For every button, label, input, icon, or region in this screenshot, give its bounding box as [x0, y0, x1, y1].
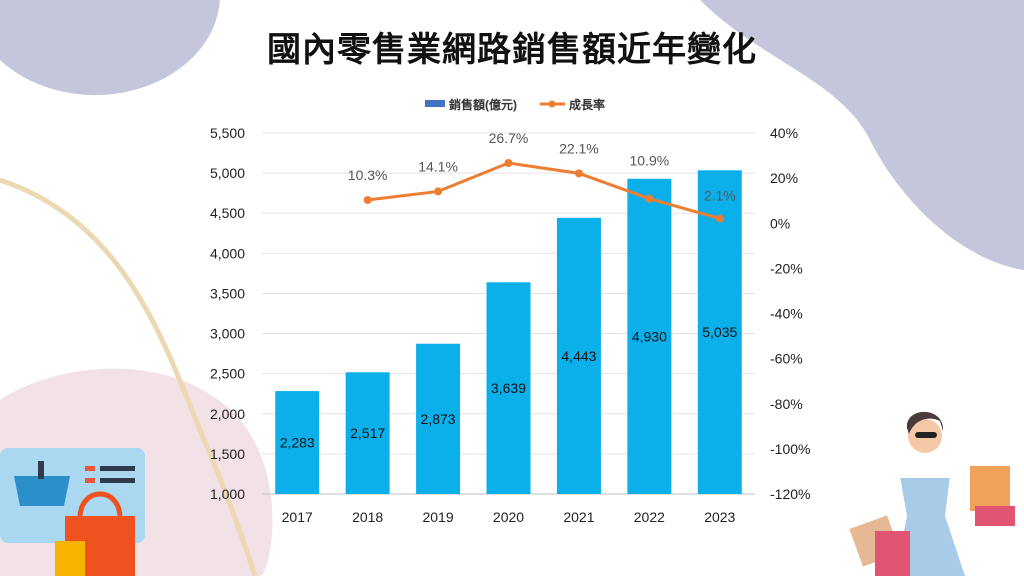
growth-label: 10.3% — [348, 167, 388, 183]
legend-bar-label: 銷售額(億元) — [449, 97, 517, 112]
growth-point — [715, 214, 724, 223]
bar — [486, 282, 531, 494]
left-axis-tick: 2,000 — [210, 406, 245, 422]
growth-point — [434, 187, 443, 196]
x-axis-tick: 2020 — [493, 509, 524, 525]
right-axis-tick: -20% — [770, 260, 803, 276]
right-axis-tick: 20% — [770, 170, 798, 186]
growth-point — [645, 194, 654, 203]
bar — [345, 372, 390, 494]
left-axis-tick: 3,000 — [210, 326, 245, 342]
bar — [275, 391, 320, 494]
right-axis-tick: -80% — [770, 396, 803, 412]
right-axis-tick: -100% — [770, 441, 810, 457]
right-axis-tick: 0% — [770, 215, 790, 231]
bar-label: 4,930 — [632, 328, 667, 344]
bar — [416, 343, 461, 494]
x-axis-tick: 2019 — [422, 509, 453, 525]
shopping-basket-illustration — [0, 448, 145, 576]
legend-line-marker — [548, 100, 556, 108]
left-axis-tick: 5,500 — [210, 125, 245, 141]
x-axis-tick: 2018 — [352, 509, 383, 525]
left-axis-tick: 2,500 — [210, 366, 245, 382]
bar — [627, 178, 672, 494]
growth-point — [504, 159, 513, 168]
bar-label: 2,283 — [280, 435, 315, 451]
bar — [556, 217, 601, 494]
legend-line-label: 成長率 — [569, 97, 605, 112]
left-axis-tick: 1,500 — [210, 446, 245, 462]
growth-label: 14.1% — [418, 158, 458, 174]
bar-label: 3,639 — [491, 380, 526, 396]
x-axis-tick: 2021 — [563, 509, 594, 525]
right-axis-tick: -40% — [770, 306, 803, 322]
bar-label: 4,443 — [561, 348, 596, 364]
chart-title: 國內零售業網路銷售額近年變化 — [267, 30, 757, 70]
growth-label: 22.1% — [559, 140, 599, 156]
growth-label: 10.9% — [630, 153, 670, 169]
growth-point — [363, 196, 372, 205]
bar-label: 2,517 — [350, 425, 385, 441]
x-axis-tick: 2023 — [704, 509, 735, 525]
right-axis-tick: -120% — [770, 486, 810, 502]
x-axis-tick: 2017 — [282, 509, 313, 525]
growth-line — [367, 161, 721, 220]
left-axis-tick: 1,000 — [210, 486, 245, 502]
right-axis-tick: 40% — [770, 125, 798, 141]
growth-label: 2.1% — [704, 188, 736, 204]
left-axis-tick: 4,500 — [210, 205, 245, 221]
bar-label: 5,035 — [702, 324, 737, 340]
x-axis-tick: 2022 — [634, 509, 665, 525]
left-axis-tick: 5,000 — [210, 165, 245, 181]
left-axis-tick: 4,000 — [210, 245, 245, 261]
growth-label: 26.7% — [489, 130, 529, 146]
left-axis-tick: 3,500 — [210, 285, 245, 301]
bar-label: 2,873 — [421, 411, 456, 427]
right-axis-tick: -60% — [770, 351, 803, 367]
legend-bar-swatch — [425, 100, 445, 107]
bar — [697, 170, 742, 494]
growth-point — [574, 169, 583, 178]
shopping-woman-illustration — [849, 411, 1015, 576]
